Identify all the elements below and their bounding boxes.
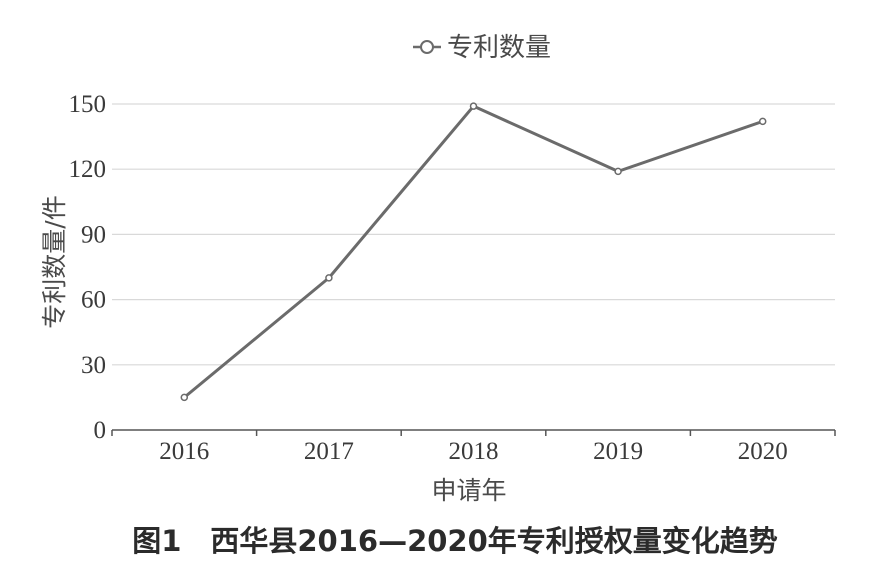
grid	[112, 103, 835, 366]
series-layer	[180, 102, 767, 402]
y-tick-label: 30	[81, 352, 106, 379]
x-tick-label: 2018	[449, 438, 499, 465]
data-point	[614, 167, 622, 176]
x-tick-label: 2017	[304, 438, 354, 465]
figure-caption: 图1 西华县2016—2020年专利授权量变化趋势	[132, 524, 778, 558]
y-axis-title: 专利数量/件	[40, 195, 69, 328]
x-axis-title: 申请年	[431, 476, 506, 505]
x-tick-label: 2016	[159, 438, 209, 465]
y-axis-ticks: 0 30 60 90 120 150	[69, 91, 107, 444]
data-point	[758, 117, 767, 126]
y-tick-label: 0	[94, 417, 107, 444]
data-point	[180, 393, 189, 402]
series-line	[183, 104, 764, 399]
y-tick-label: 120	[69, 156, 107, 183]
y-tick-label: 90	[81, 221, 106, 248]
data-point	[469, 102, 478, 110]
data-point	[325, 274, 333, 282]
x-axis-ticks: 2016 2017 2018 2019 2020	[111, 430, 836, 465]
legend-circle-marker	[420, 40, 434, 54]
legend: 专利数量	[413, 33, 551, 63]
y-tick-label: 150	[69, 91, 107, 118]
x-tick-label: 2020	[738, 438, 788, 465]
y-tick-label: 60	[81, 287, 106, 314]
x-tick-label: 2019	[593, 438, 643, 465]
legend-label: 专利数量	[447, 33, 551, 63]
